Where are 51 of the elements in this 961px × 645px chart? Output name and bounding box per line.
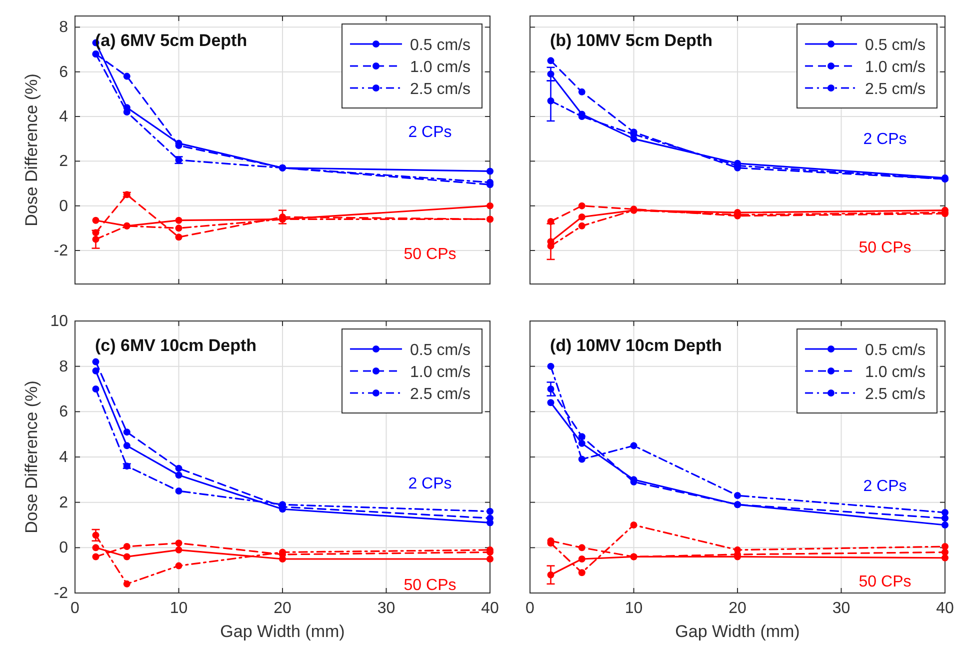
text: (c) 6MV 10cm Depth (95, 336, 257, 355)
y-axis-title: Dose Difference (%) (22, 380, 41, 534)
annotation: 2 CPs (408, 476, 452, 493)
legend-label: 2.5 cm/s (865, 386, 926, 403)
y-tick-label: 2 (59, 153, 68, 170)
x-tick-label: 20 (728, 600, 746, 617)
y-tick-label: 0 (59, 198, 68, 215)
annotation: 50 CPs (404, 576, 456, 594)
legend-label: 2.5 cm/s (410, 386, 470, 403)
annotation: 2 CPs (863, 478, 907, 495)
legend-label: 2.5 cm/s (410, 81, 470, 98)
annotation: 50 CPs (858, 574, 912, 591)
y-tick-label: -2 (54, 585, 68, 602)
y-tick-label: 4 (59, 449, 68, 466)
legend-label: 2.5 cm/s (865, 81, 926, 98)
y-axis-title: Dose Difference (%) (22, 74, 41, 226)
x-axis-title: Gap Width (mm) (220, 622, 345, 641)
annotation: 50 CPs (858, 240, 912, 257)
legend-label: 1.0 cm/s (410, 59, 470, 76)
y-tick-label: 8 (59, 19, 68, 36)
legend-label: 0.5 cm/s (865, 342, 926, 359)
x-tick-label: 40 (936, 600, 954, 617)
text: (b) 10MV 5cm Depth (550, 31, 712, 50)
y-tick-label: -2 (54, 242, 68, 260)
y-tick-label: 8 (59, 358, 68, 376)
y-tick-label: 6 (59, 404, 68, 421)
annotation: 2 CPs (408, 124, 452, 142)
annotation: 2 CPs (863, 130, 907, 148)
x-tick-label: 40 (481, 600, 499, 617)
text: (a) 6MV 5cm Depth (95, 31, 248, 50)
y-tick-label: 0 (59, 540, 68, 557)
x-tick-label: 0 (70, 600, 80, 617)
x-axis-title: Gap Width (mm) (675, 622, 800, 641)
text: (d) 10MV 10cm Depth (550, 336, 722, 355)
legend-label: 0.5 cm/s (865, 37, 926, 54)
x-tick-label: 30 (377, 600, 396, 617)
x-tick-label: 0 (526, 600, 535, 617)
y-tick-label: 6 (59, 64, 68, 81)
y-tick-label: 2 (59, 494, 68, 512)
x-tick-label: 10 (170, 600, 188, 617)
x-tick-label: 30 (832, 600, 850, 617)
x-tick-label: 10 (624, 600, 643, 617)
legend-label: 1.0 cm/s (865, 59, 926, 76)
legend-label: 1.0 cm/s (865, 364, 926, 381)
y-tick-label: 4 (59, 108, 68, 126)
legend-label: 0.5 cm/s (410, 37, 470, 54)
legend-label: 0.5 cm/s (410, 342, 470, 359)
annotation: 50 CPs (404, 246, 456, 264)
y-tick-label: 10 (50, 313, 68, 330)
x-tick-label: 20 (274, 600, 292, 617)
legend-label: 1.0 cm/s (410, 364, 470, 381)
